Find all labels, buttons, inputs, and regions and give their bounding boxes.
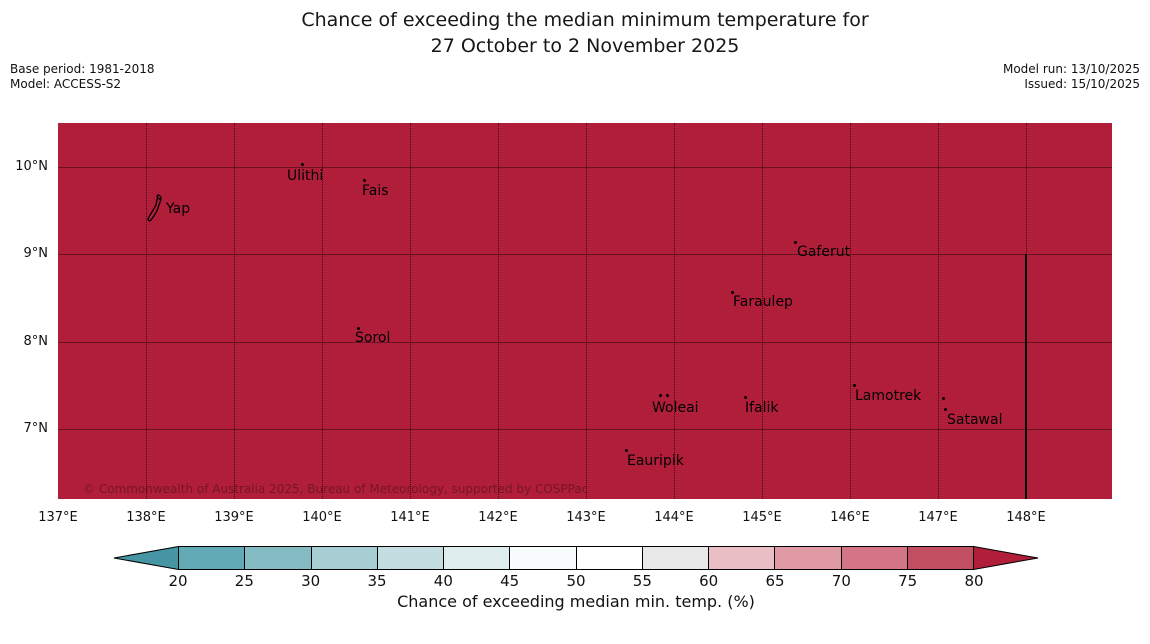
y-axis-tick-label: 8°N	[23, 334, 49, 349]
yap-island-outline-icon	[145, 192, 169, 228]
run-info: Model run: 13/10/2025 Issued: 15/10/2025	[1003, 62, 1140, 92]
colorbar-segment	[774, 547, 841, 569]
gridline-horizontal	[58, 254, 1112, 255]
place-label: Sorol	[355, 330, 391, 346]
colorbar-label: Chance of exceeding median min. temp. (%…	[397, 592, 755, 611]
colorbar-tick-label: 40	[433, 572, 453, 590]
x-axis-tick-label: 142°E	[478, 510, 518, 525]
gridline-horizontal	[58, 342, 1112, 343]
title-line-2: 27 October to 2 November 2025	[430, 35, 740, 57]
copyright-text: © Commonwealth of Australia 2025, Bureau…	[83, 482, 589, 496]
colorbar-tick-label: 30	[301, 572, 321, 590]
gridline-vertical	[410, 123, 411, 499]
x-axis-tick-label: 137°E	[38, 510, 78, 525]
state-boundary-line	[1025, 254, 1027, 499]
colorbar-tick-label: 35	[367, 572, 387, 590]
place-label: Yap	[166, 201, 191, 217]
y-axis-tick-label: 10°N	[15, 159, 48, 174]
place-marker-dot	[731, 291, 734, 294]
place-marker-dot	[942, 397, 945, 400]
place-marker-dot	[301, 163, 304, 166]
place-label: Eauripik	[627, 453, 684, 469]
place-marker-dot	[357, 327, 360, 330]
x-axis-tick-label: 140°E	[302, 510, 342, 525]
y-axis-tick-label: 9°N	[23, 246, 49, 261]
place-marker-dot	[363, 179, 366, 182]
base-period-text: Base period: 1981-2018	[10, 62, 155, 76]
colorbar-tick-label: 75	[898, 572, 918, 590]
place-marker-dot	[666, 394, 669, 397]
x-axis-tick-label: 141°E	[390, 510, 430, 525]
colorbar-segment	[443, 547, 510, 569]
colorbar-tick-label: 50	[566, 572, 586, 590]
colorbar-tick-label: 25	[234, 572, 254, 590]
colorbar-underflow-arrow-icon	[113, 546, 179, 570]
place-marker-dot	[944, 408, 947, 411]
place-marker-dot	[853, 384, 856, 387]
place-label: Lamotrek	[855, 388, 922, 404]
gridline-vertical	[322, 123, 323, 499]
place-label: Gaferut	[797, 244, 851, 260]
place-label: Fais	[362, 183, 389, 199]
gridline-vertical	[762, 123, 763, 499]
x-axis-tick-label: 139°E	[214, 510, 254, 525]
colorbar-tick-label: 45	[500, 572, 520, 590]
colorbar-segment	[244, 547, 311, 569]
gridline-horizontal	[58, 429, 1112, 430]
gridline-vertical	[146, 123, 147, 499]
colorbar-segment	[310, 547, 377, 569]
model-run-text: Model run: 13/10/2025	[1002, 62, 1140, 76]
model-name-text: Model: ACCESS-S2	[10, 77, 122, 91]
x-axis-tick-label: 146°E	[830, 510, 870, 525]
place-marker-dot	[744, 396, 747, 399]
y-axis-tick-label: 7°N	[23, 421, 49, 436]
x-axis-tick-label: 145°E	[742, 510, 782, 525]
gridline-vertical	[850, 123, 851, 499]
colorbar-segment	[840, 547, 907, 569]
place-marker-dot	[659, 394, 662, 397]
gridline-horizontal	[58, 167, 1112, 168]
colorbar-segment	[708, 547, 775, 569]
colorbar-segment	[509, 547, 576, 569]
colorbar-tick-label: 70	[831, 572, 851, 590]
gridline-vertical	[498, 123, 499, 499]
colorbar	[178, 546, 974, 570]
colorbar-overflow-arrow-icon	[973, 546, 1039, 570]
colorbar-tick-label: 65	[765, 572, 785, 590]
x-axis-tick-label: 138°E	[126, 510, 166, 525]
colorbar-segment	[179, 547, 245, 569]
gridline-vertical	[674, 123, 675, 499]
place-label: Ifalik	[745, 400, 779, 416]
colorbar-segment	[641, 547, 708, 569]
x-axis-tick-label: 143°E	[566, 510, 606, 525]
place-label: Satawal	[947, 412, 1003, 428]
model-info: Base period: 1981-2018 Model: ACCESS-S2	[10, 62, 155, 92]
gridline-vertical	[234, 123, 235, 499]
place-marker-dot	[794, 241, 797, 244]
title-line-1: Chance of exceeding the median minimum t…	[301, 9, 869, 31]
colorbar-segment	[376, 547, 443, 569]
gridline-vertical	[586, 123, 587, 499]
place-label: Faraulep	[733, 294, 793, 310]
map-area: © Commonwealth of Australia 2025, Bureau…	[58, 123, 1112, 499]
place-marker-dot	[625, 449, 628, 452]
colorbar-segment	[906, 547, 973, 569]
x-axis-tick-label: 147°E	[918, 510, 958, 525]
x-axis-tick-label: 144°E	[654, 510, 694, 525]
colorbar-tick-label: 80	[964, 572, 984, 590]
colorbar-tick-label: 55	[632, 572, 652, 590]
gridline-vertical	[938, 123, 939, 499]
place-label: Ulithi	[287, 168, 324, 184]
colorbar-tick-label: 60	[699, 572, 719, 590]
page-title: Chance of exceeding the median minimum t…	[58, 7, 1112, 59]
x-axis-tick-label: 148°E	[1006, 510, 1046, 525]
place-label: Woleai	[652, 400, 699, 416]
colorbar-tick-label: 20	[168, 572, 188, 590]
issued-text: Issued: 15/10/2025	[1024, 77, 1140, 91]
colorbar-segment	[575, 547, 642, 569]
